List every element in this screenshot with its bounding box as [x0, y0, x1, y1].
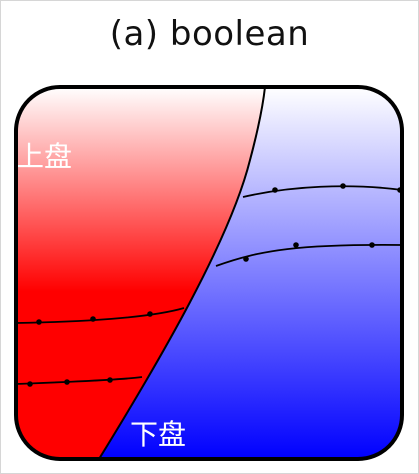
layer-point — [243, 256, 249, 262]
layer-point — [27, 381, 33, 387]
layer-point — [107, 377, 113, 383]
footwall-label: 下盘 — [130, 418, 186, 451]
fault-line — [98, 87, 266, 459]
footwall-layer-lower — [215, 243, 402, 267]
layer-point — [293, 242, 299, 248]
figure-title: (a) boolean — [109, 14, 310, 54]
diagram-outline — [14, 85, 404, 461]
layer-point — [340, 183, 346, 189]
layer-point — [64, 379, 70, 385]
layer-points — [27, 183, 402, 387]
layer-point — [272, 187, 278, 193]
hanging-wall-layer-lower — [16, 376, 143, 385]
layer-point — [147, 311, 153, 317]
footwall-region — [99, 87, 402, 459]
layer-point — [90, 316, 96, 322]
hanging-wall-label: 上盘 — [16, 140, 72, 173]
layer-point — [36, 319, 42, 325]
footwall-layer-upper — [242, 185, 402, 198]
layer-point — [369, 242, 375, 248]
hanging-wall-region — [16, 87, 265, 459]
